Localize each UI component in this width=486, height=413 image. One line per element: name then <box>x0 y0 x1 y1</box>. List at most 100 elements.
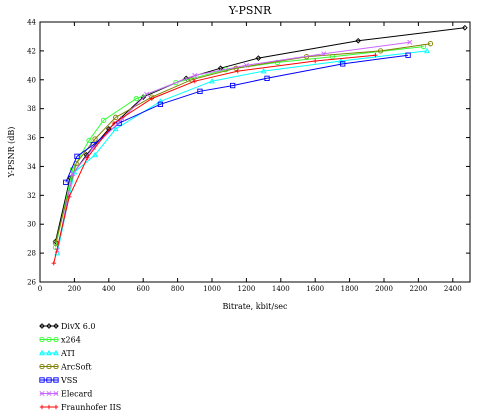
x-tick-label: 2200 <box>409 285 427 293</box>
data-point-ati <box>71 169 78 175</box>
legend-marker <box>53 323 59 329</box>
legend-marker <box>39 336 45 343</box>
legend-marker <box>46 336 52 343</box>
legend-entry-x264: x264 <box>39 336 81 345</box>
data-point-ati <box>112 125 119 132</box>
data-point-divx-6-0 <box>355 37 362 44</box>
data-point-arcsoft <box>377 48 384 54</box>
y-tick-label: 26 <box>27 279 36 287</box>
data-point-vss <box>63 179 69 185</box>
data-point-fraunhofer-iis <box>373 53 378 58</box>
legend-entry-elecard: Elecard <box>39 390 92 399</box>
x-tick-label: 0 <box>38 285 42 293</box>
data-point-elecard <box>321 51 327 57</box>
data-point-x264 <box>86 137 92 144</box>
data-point-elecard <box>407 39 413 45</box>
series-line-elecard <box>56 41 410 251</box>
legend-marker <box>46 404 52 410</box>
data-point-vss <box>264 75 270 81</box>
legend-entry-divx-6-0: DivX 6.0 <box>39 322 95 331</box>
legend-label: ATI <box>60 349 75 358</box>
legend-marker <box>39 390 45 397</box>
legend-marker <box>39 349 45 356</box>
y-tick-label: 28 <box>27 250 36 258</box>
series-ati <box>54 47 430 256</box>
data-point-arcsoft <box>113 114 119 120</box>
data-point-x264 <box>173 80 179 86</box>
data-point-fraunhofer-iis <box>85 155 90 160</box>
legend-marker <box>53 390 59 397</box>
legend-marker <box>39 363 45 370</box>
legend-marker <box>46 363 52 370</box>
y-tick-label: 40 <box>27 76 36 84</box>
x-tick-label: 2000 <box>375 285 393 293</box>
data-point-x264 <box>133 95 139 102</box>
series-line-ati <box>56 50 428 254</box>
legend-marker <box>46 390 52 397</box>
x-tick-label: 1200 <box>237 285 255 293</box>
series-divx-6-0 <box>52 24 468 245</box>
y-tick-label: 38 <box>27 105 36 113</box>
data-point-elecard <box>90 145 96 151</box>
data-point-vss <box>405 52 411 58</box>
series-line-arcsoft <box>55 43 431 244</box>
series-line-vss <box>65 54 409 183</box>
data-point-elecard <box>243 62 249 68</box>
legend-marker <box>53 363 59 370</box>
legend: DivX 6.0 x264 ATI ArcSoft VSS Elecard Fraunhof… <box>39 322 121 412</box>
x-tick-label: 600 <box>137 285 150 293</box>
data-point-arcsoft <box>427 41 434 47</box>
data-point-ati <box>260 67 267 74</box>
data-point-elecard <box>144 91 150 97</box>
legend-label: VSS <box>60 376 78 385</box>
legend-entry-ati: ATI <box>39 349 75 358</box>
x-tick-label: 1400 <box>272 285 290 293</box>
x-tick-label: 400 <box>102 285 115 293</box>
series-line-fraunhofer-iis <box>53 54 376 264</box>
series-elecard <box>54 39 413 253</box>
series-arcsoft <box>52 41 434 246</box>
data-point-fraunhofer-iis <box>51 261 56 266</box>
data-point-elecard <box>192 72 198 78</box>
series-line-divx-6-0 <box>55 27 465 242</box>
legend-marker <box>53 404 59 410</box>
legend-label: Elecard <box>61 390 92 399</box>
x-tick-label: 2400 <box>444 285 462 293</box>
y-tick-label: 36 <box>27 134 36 142</box>
data-point-arcsoft <box>188 77 195 83</box>
y-axis-label: Y-PSNR (dB) <box>7 127 16 179</box>
data-point-divx-6-0 <box>462 24 468 31</box>
data-point-fraunhofer-iis <box>235 68 240 74</box>
y-tick-label: 32 <box>27 192 36 200</box>
legend-entry-arcsoft: ArcSoft <box>39 363 92 372</box>
legend-label: x264 <box>61 336 81 345</box>
x-tick-label: 800 <box>171 285 184 293</box>
legend-label: ArcSoft <box>60 363 92 372</box>
data-point-vss <box>116 120 122 126</box>
legend-marker <box>39 323 45 329</box>
x-axis-label: Bitrate, kbit/sec <box>222 302 288 311</box>
data-point-divx-6-0 <box>255 55 262 61</box>
legend-entry-fraunhofer-iis: Fraunhofer IIS <box>39 403 121 412</box>
data-point-vss <box>74 153 80 159</box>
data-point-vss <box>340 61 346 67</box>
series-vss <box>63 52 411 185</box>
data-point-vss <box>157 101 164 107</box>
legend-marker <box>46 323 52 329</box>
data-point-fraunhofer-iis <box>313 58 318 64</box>
legend-marker <box>46 349 52 356</box>
x-tick-label: 200 <box>68 285 81 293</box>
x-tick-label: 1000 <box>203 285 221 293</box>
legend-marker <box>39 377 45 383</box>
y-tick-label: 42 <box>27 47 36 55</box>
legend-marker <box>53 377 59 383</box>
plot-frame <box>39 21 471 283</box>
data-point-ati <box>92 151 99 158</box>
data-point-arcsoft <box>92 136 98 142</box>
data-point-vss <box>229 82 236 89</box>
plot-area: 26 28 30 32 34 36 38 40 42 44 0 200 400 600 800 1000 120… <box>27 19 471 293</box>
y-tick-label: 44 <box>27 19 36 27</box>
data-point-elecard <box>120 116 126 122</box>
y-tick-label: 30 <box>27 221 36 229</box>
y-tick-label: 34 <box>27 163 36 171</box>
